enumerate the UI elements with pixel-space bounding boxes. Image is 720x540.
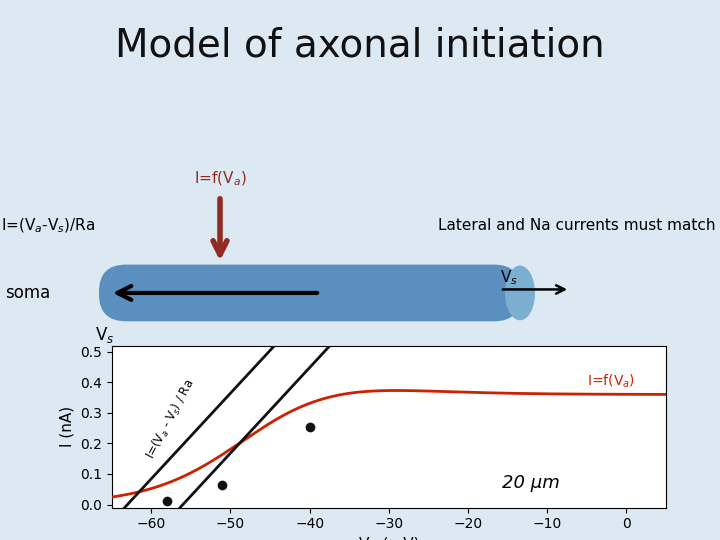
Text: Model of axonal initiation: Model of axonal initiation: [115, 26, 605, 64]
Text: soma: soma: [5, 284, 50, 302]
Ellipse shape: [505, 266, 535, 320]
Text: V$_s$: V$_s$: [95, 325, 114, 345]
Text: I=f(V$_a$): I=f(V$_a$): [194, 170, 246, 188]
Text: Lateral and Na currents must match: Lateral and Na currents must match: [438, 218, 715, 233]
Text: 20 μm: 20 μm: [503, 474, 560, 492]
Text: I=(V$_a$-V$_s$)/Ra: I=(V$_a$-V$_s$)/Ra: [1, 217, 95, 235]
Text: V$_s$: V$_s$: [500, 268, 518, 287]
Text: I=f(V$_a$): I=f(V$_a$): [587, 372, 635, 389]
X-axis label: Va (mV): Va (mV): [359, 537, 419, 540]
Y-axis label: I (nA): I (nA): [59, 406, 74, 447]
FancyBboxPatch shape: [99, 265, 521, 321]
Text: I=(V$_a$ - V$_s$) / Ra: I=(V$_a$ - V$_s$) / Ra: [143, 376, 199, 462]
